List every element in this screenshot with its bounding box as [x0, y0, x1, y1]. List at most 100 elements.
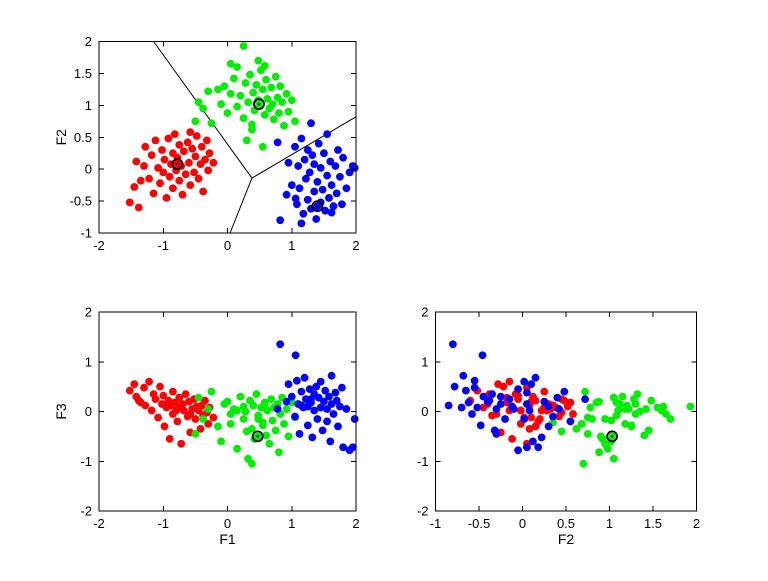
data-point: [640, 431, 649, 440]
data-point: [169, 387, 177, 396]
data-point: [336, 172, 344, 181]
data-point: [499, 382, 508, 391]
data-point: [310, 187, 319, 196]
data-point: [327, 208, 336, 217]
data-point: [479, 392, 488, 401]
data-point: [686, 402, 695, 411]
data-point: [323, 417, 331, 426]
data-point: [331, 388, 340, 397]
cluster-red-points-f1-vs-f3: [125, 377, 218, 448]
data-point: [297, 219, 306, 228]
data-point: [323, 130, 331, 139]
data-point: [230, 74, 238, 83]
data-point: [350, 415, 359, 423]
data-point: [501, 415, 509, 423]
data-point: [233, 63, 242, 71]
data-point: [316, 164, 325, 172]
data-point: [284, 380, 293, 388]
data-point: [653, 403, 662, 412]
data-point: [248, 120, 256, 129]
data-point: [326, 437, 335, 446]
data-point: [457, 403, 466, 412]
data-point: [468, 410, 476, 418]
data-point: [179, 406, 188, 415]
data-point: [267, 395, 276, 403]
data-point: [555, 405, 563, 413]
data-point: [263, 406, 272, 415]
data-point: [134, 203, 143, 212]
data-point: [316, 377, 325, 386]
data-point: [278, 98, 286, 106]
data-point: [508, 435, 516, 443]
data-point: [282, 397, 291, 406]
data-point: [268, 416, 277, 425]
data-point: [287, 96, 296, 105]
data-point: [173, 417, 182, 426]
data-point: [326, 157, 335, 166]
cluster-blue-points-f2-vs-f3: [444, 340, 589, 455]
data-point: [199, 187, 208, 196]
data-point: [262, 431, 270, 440]
data-point: [666, 415, 675, 423]
data-point: [318, 426, 327, 435]
data-point: [531, 396, 540, 405]
data-point: [470, 376, 479, 385]
data-point: [196, 425, 205, 433]
data-point: [312, 382, 321, 391]
data-point: [276, 216, 285, 225]
data-point: [308, 433, 317, 442]
data-point: [188, 144, 197, 153]
x-tick-label: -1: [430, 516, 442, 531]
data-point: [525, 406, 534, 415]
data-point: [614, 406, 623, 415]
data-point: [170, 130, 179, 139]
data-point: [630, 395, 638, 403]
x-tick-label: 0: [224, 238, 231, 253]
data-point: [325, 392, 333, 401]
data-point: [302, 174, 310, 183]
data-point: [226, 59, 235, 68]
data-point: [557, 427, 566, 436]
data-point: [488, 390, 496, 398]
data-point: [569, 410, 577, 418]
data-point: [254, 56, 263, 65]
data-point: [612, 398, 621, 407]
data-point: [178, 190, 187, 199]
data-point: [327, 181, 336, 190]
y-tick-label: -2: [417, 504, 429, 519]
data-point: [273, 138, 282, 147]
data-point: [560, 396, 569, 405]
data-point: [282, 405, 291, 413]
data-point: [147, 151, 156, 160]
cluster-blue-points-f1-vs-f3: [273, 340, 359, 455]
data-point: [169, 184, 177, 193]
data-point: [194, 174, 203, 183]
data-point: [220, 82, 229, 91]
data-point: [647, 396, 656, 405]
data-point: [529, 437, 537, 446]
data-point: [303, 421, 312, 430]
data-point: [186, 128, 195, 137]
data-point: [313, 415, 322, 423]
data-point: [525, 425, 534, 433]
x-axis-label: F2: [558, 531, 575, 547]
data-point: [241, 407, 250, 416]
data-point: [540, 387, 549, 396]
data-point: [596, 432, 605, 441]
data-point: [583, 430, 592, 438]
data-point: [297, 134, 306, 143]
data-point: [140, 162, 148, 170]
data-point: [540, 397, 549, 406]
data-point: [581, 395, 589, 403]
data-point: [318, 185, 327, 194]
center-dot-icon: [256, 435, 259, 438]
data-point: [175, 176, 184, 185]
data-point: [523, 388, 531, 397]
cluster-center-marker: [253, 98, 265, 110]
data-point: [177, 439, 186, 448]
data-point: [125, 198, 134, 207]
data-point: [181, 390, 190, 398]
data-point: [490, 426, 499, 435]
data-point: [242, 136, 251, 145]
